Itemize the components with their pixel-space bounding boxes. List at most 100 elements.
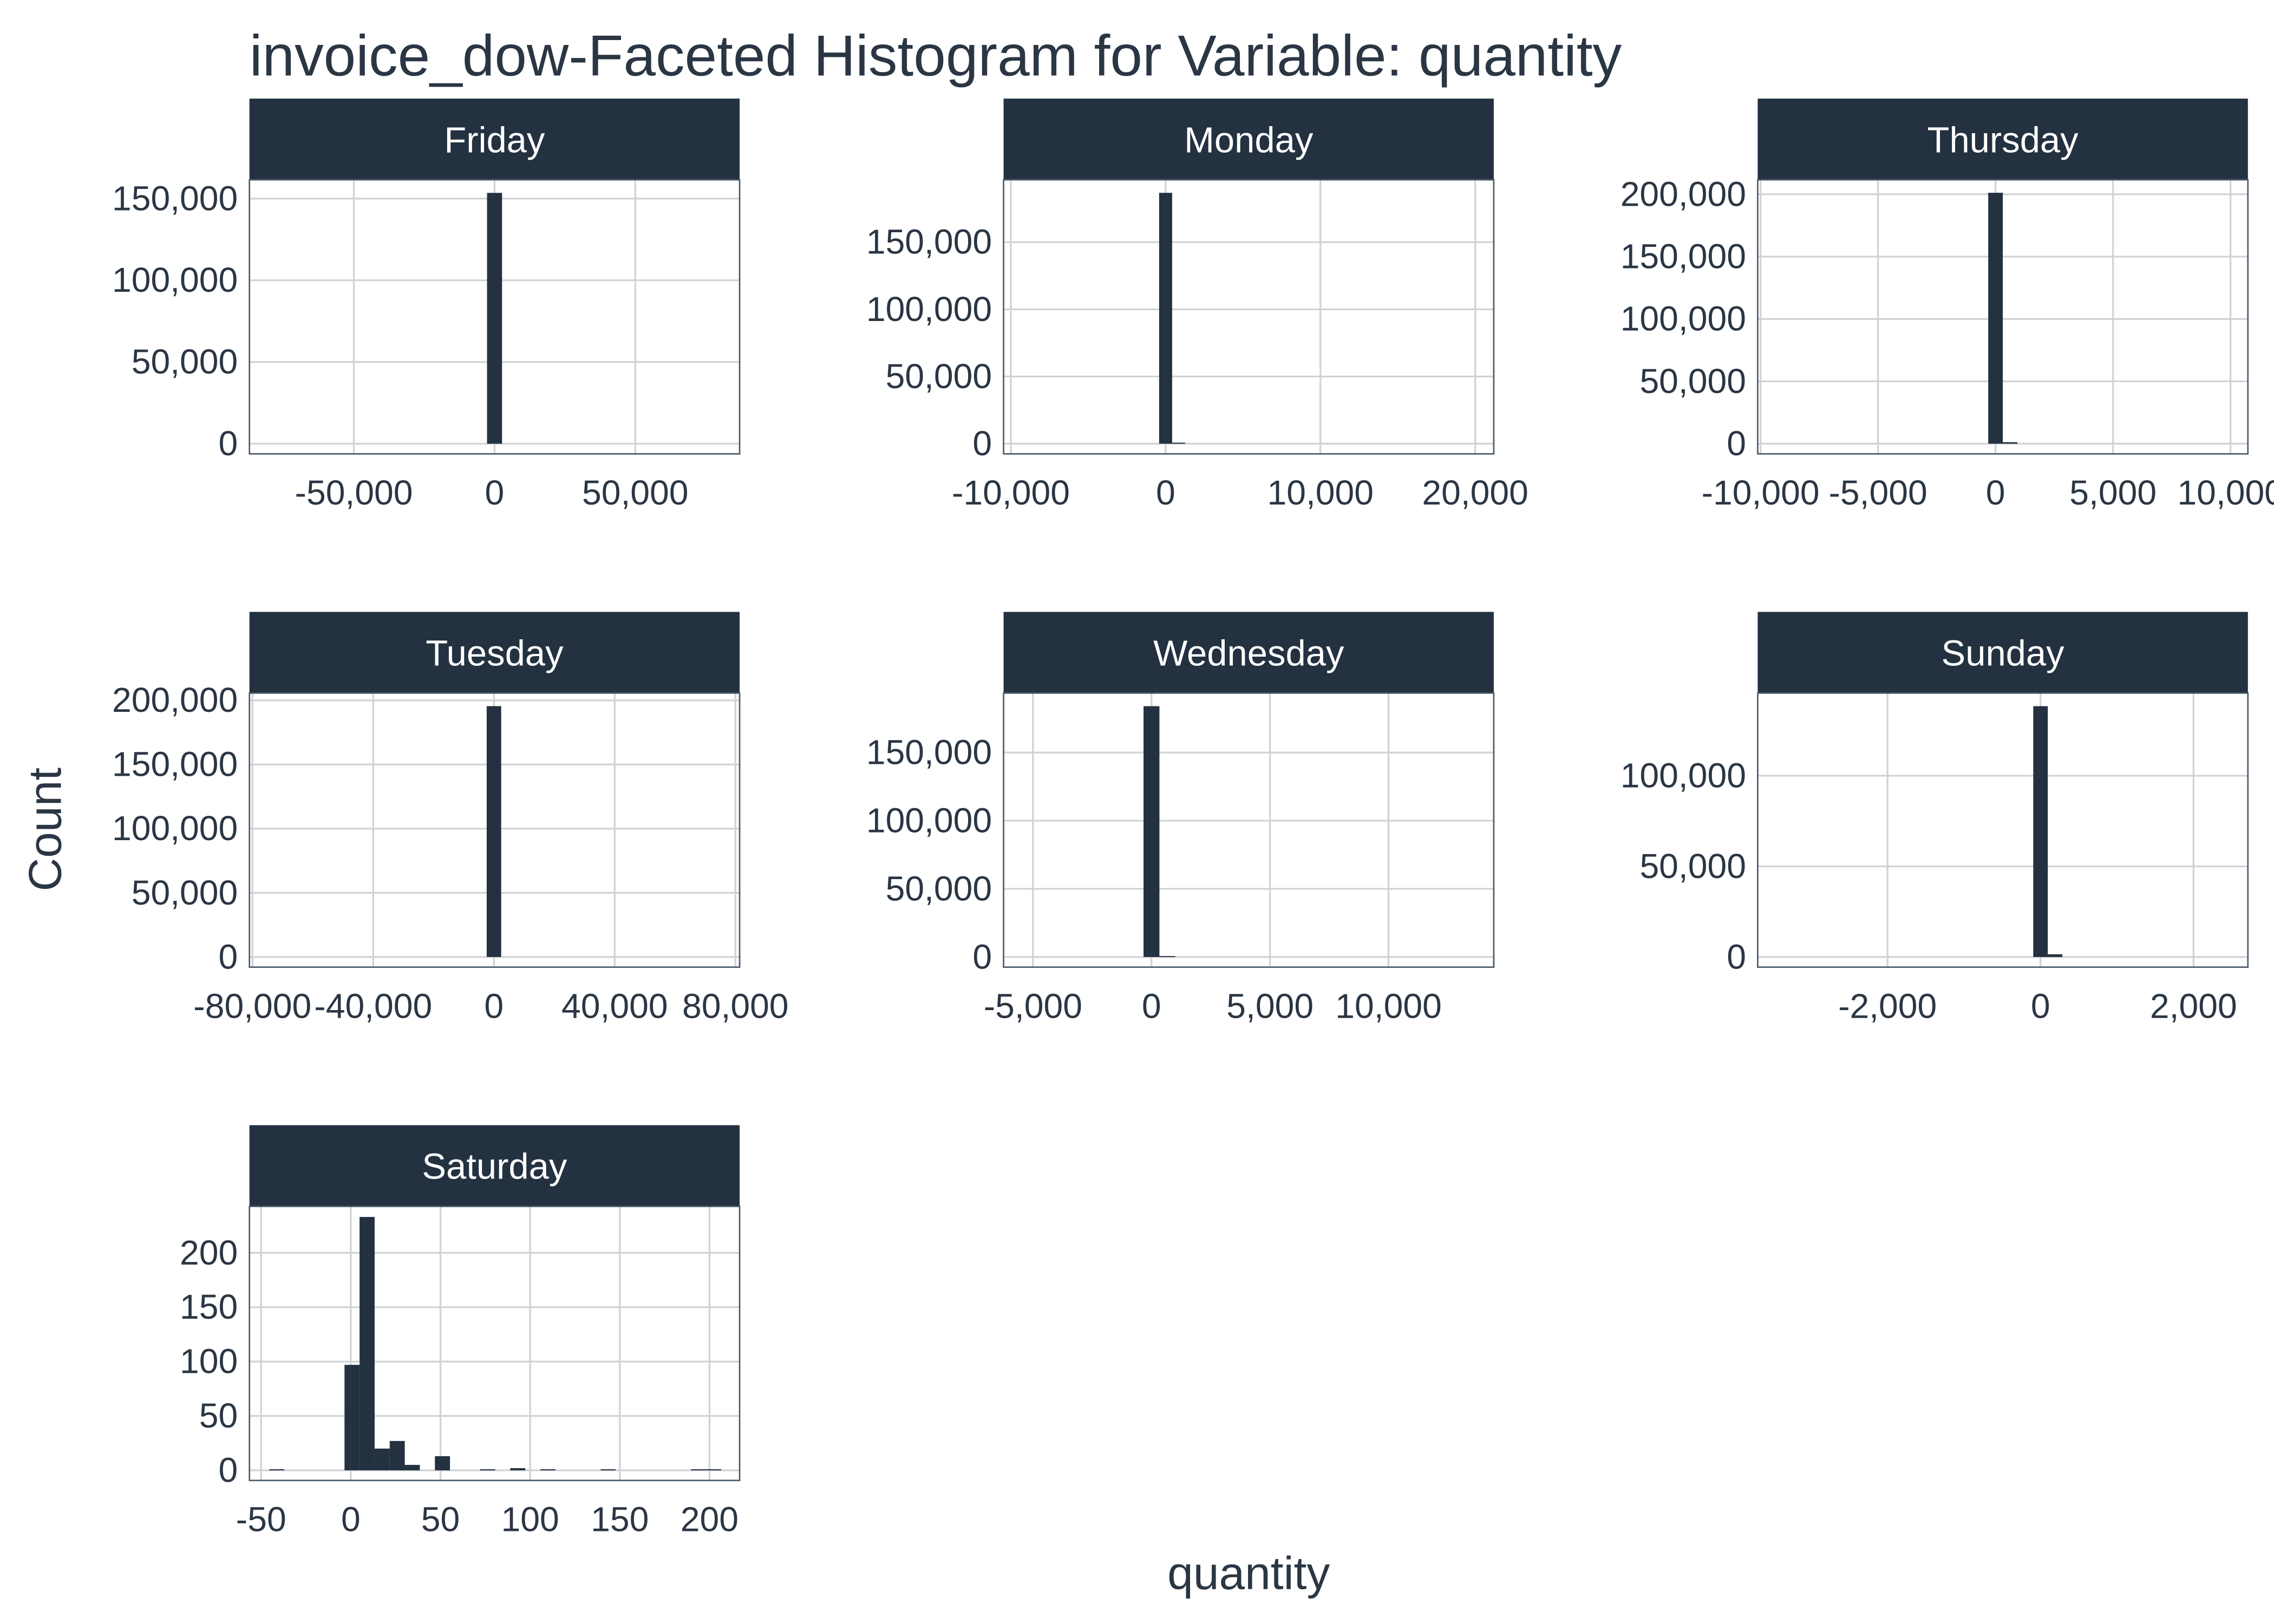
x-tick-label: 5,000 bbox=[2069, 473, 2157, 512]
facet-strip bbox=[1757, 99, 2248, 180]
y-tick-label: 0 bbox=[1727, 937, 1746, 976]
x-tick-label: 5,000 bbox=[1226, 986, 1314, 1025]
y-tick-label: 50,000 bbox=[886, 869, 992, 908]
x-tick-label: 10,000 bbox=[1335, 986, 1442, 1025]
x-tick-label: 2,000 bbox=[2150, 986, 2237, 1025]
histogram-bar bbox=[269, 1469, 284, 1471]
facet-strip bbox=[249, 1125, 740, 1207]
y-tick-label: 150,000 bbox=[1620, 237, 1746, 276]
panel-border bbox=[1003, 692, 1495, 968]
x-tick-label: -40,000 bbox=[314, 986, 432, 1025]
facet-strip bbox=[249, 99, 740, 180]
y-tick-label: 100,000 bbox=[866, 801, 992, 840]
facet-label: Wednesday bbox=[1153, 633, 1344, 673]
y-tick-label: 150,000 bbox=[866, 222, 992, 261]
y-tick-label: 0 bbox=[219, 1451, 238, 1490]
histogram-bar bbox=[480, 1469, 495, 1471]
x-tick-label: 10,000 bbox=[2177, 473, 2274, 512]
panel-border bbox=[1757, 692, 2249, 968]
x-axis-label: quantity bbox=[1167, 1548, 1330, 1600]
y-tick-label: 50,000 bbox=[132, 873, 238, 912]
histogram-bar bbox=[540, 1469, 556, 1471]
x-tick-label: 150 bbox=[591, 1500, 649, 1539]
x-tick-label: 0 bbox=[1986, 473, 2005, 512]
y-tick-label: 50,000 bbox=[132, 342, 238, 381]
y-tick-label: 150,000 bbox=[866, 733, 992, 772]
facet-strip bbox=[1757, 612, 2248, 693]
y-tick-label: 100,000 bbox=[1620, 299, 1746, 338]
x-tick-label: 50 bbox=[421, 1500, 460, 1539]
y-tick-label: 0 bbox=[972, 424, 992, 463]
x-tick-label: 10,000 bbox=[1267, 473, 1374, 512]
y-tick-label: 200,000 bbox=[112, 680, 238, 719]
histogram-bar bbox=[1159, 956, 1175, 957]
histogram-bar bbox=[389, 1440, 405, 1471]
y-tick-label: 50,000 bbox=[1639, 847, 1746, 886]
x-tick-label: -50,000 bbox=[295, 473, 413, 512]
histogram-bar bbox=[404, 1465, 420, 1471]
x-tick-label: -10,000 bbox=[1702, 473, 1820, 512]
y-tick-label: 50 bbox=[199, 1396, 238, 1435]
facet-strip bbox=[1003, 612, 1494, 693]
y-tick-label: 100,000 bbox=[1620, 756, 1746, 795]
y-tick-label: 0 bbox=[1727, 424, 1746, 463]
histogram-bar bbox=[1172, 442, 1185, 444]
y-tick-label: 150,000 bbox=[112, 745, 238, 784]
x-tick-label: 0 bbox=[485, 473, 505, 512]
x-tick-label: 0 bbox=[484, 986, 504, 1025]
histogram-bar bbox=[2003, 442, 2018, 444]
facet-label: Saturday bbox=[422, 1147, 567, 1187]
panel-border bbox=[249, 692, 741, 968]
histogram-bar bbox=[2033, 706, 2048, 957]
facet-label: Tuesday bbox=[426, 633, 564, 673]
histogram-bar bbox=[360, 1217, 375, 1471]
y-tick-label: 150,000 bbox=[112, 179, 238, 218]
x-tick-label: -2,000 bbox=[1838, 986, 1937, 1025]
y-tick-label: 0 bbox=[219, 424, 238, 463]
panel-border bbox=[1757, 179, 2249, 455]
x-tick-label: -10,000 bbox=[952, 473, 1070, 512]
y-tick-label: 100 bbox=[180, 1342, 238, 1381]
x-tick-label: 100 bbox=[501, 1500, 559, 1539]
histogram-bar bbox=[1159, 193, 1172, 444]
x-tick-label: -80,000 bbox=[193, 986, 311, 1025]
histogram-bar bbox=[600, 1469, 616, 1471]
chart-title: invoice_dow-Faceted Histogram for Variab… bbox=[250, 23, 1622, 88]
x-tick-label: 0 bbox=[2031, 986, 2050, 1025]
histogram-bar bbox=[2048, 954, 2063, 957]
y-tick-label: 50,000 bbox=[1639, 362, 1746, 401]
histogram-bar bbox=[510, 1468, 526, 1471]
histogram-bar bbox=[374, 1448, 390, 1471]
facet-label: Thursday bbox=[1927, 120, 2079, 160]
x-tick-label: 40,000 bbox=[561, 986, 668, 1025]
x-tick-label: 0 bbox=[341, 1500, 361, 1539]
facet-label: Friday bbox=[444, 120, 545, 160]
histogram-bar bbox=[1988, 193, 2003, 444]
y-tick-label: 100,000 bbox=[112, 260, 238, 299]
x-tick-label: -5,000 bbox=[984, 986, 1082, 1025]
histogram-bar bbox=[706, 1469, 721, 1471]
facet-label: Monday bbox=[1184, 120, 1314, 160]
x-tick-label: -5,000 bbox=[1829, 473, 1927, 512]
y-tick-label: 200 bbox=[180, 1233, 238, 1272]
y-tick-label: 0 bbox=[219, 937, 238, 976]
histogram-bar bbox=[487, 193, 502, 444]
x-tick-label: 80,000 bbox=[682, 986, 789, 1025]
y-tick-label: 100,000 bbox=[112, 809, 238, 848]
y-tick-label: 150 bbox=[180, 1287, 238, 1326]
x-tick-label: 200 bbox=[681, 1500, 739, 1539]
y-tick-label: 200,000 bbox=[1620, 174, 1746, 213]
histogram-bar bbox=[344, 1365, 360, 1471]
histogram-bar bbox=[691, 1469, 707, 1471]
histogram-bar bbox=[1143, 706, 1160, 957]
histogram-bar bbox=[435, 1456, 450, 1471]
x-tick-label: -50 bbox=[236, 1500, 286, 1539]
y-tick-label: 100,000 bbox=[866, 290, 992, 329]
panel-border bbox=[249, 1206, 741, 1482]
panel-border bbox=[1003, 179, 1495, 455]
facet-strip bbox=[249, 612, 740, 693]
y-axis-label: Count bbox=[19, 768, 71, 892]
x-tick-label: 0 bbox=[1142, 986, 1161, 1025]
y-tick-label: 0 bbox=[972, 937, 992, 976]
panel-border bbox=[249, 179, 741, 455]
